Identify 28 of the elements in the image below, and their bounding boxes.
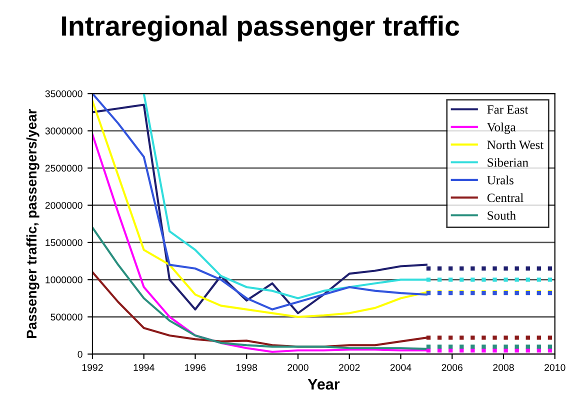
x-tick-label: 2010 (544, 364, 566, 371)
y-tick-label: 0 (78, 350, 82, 358)
legend-label: Central (487, 193, 524, 202)
x-tick-label: 2008 (493, 364, 514, 371)
y-tick-label: 2500000 (45, 164, 82, 172)
y-tick-label: 500000 (50, 314, 82, 320)
x-tick-label: 2000 (288, 364, 308, 371)
x-tick-label: 1994 (134, 364, 154, 371)
y-tick-label: 3000000 (45, 128, 82, 134)
y-tick-label: 3500000 (45, 90, 82, 98)
x-tick-label: 2004 (390, 364, 412, 371)
legend-label: Volga (487, 122, 516, 134)
y-axis-title: Passenger traffic, passengers/year (26, 109, 40, 338)
y-tick-label: 1000000 (46, 276, 82, 284)
x-axis-title: Year (308, 378, 340, 390)
x-tick-label: 1992 (82, 364, 103, 371)
legend-label: North West (487, 140, 544, 150)
x-tick-label: 2002 (339, 364, 360, 371)
legend-label: Far East (487, 105, 528, 114)
legend-label: Urals (487, 176, 514, 184)
chart-title: Intraregional passenger traffic (62, 15, 460, 42)
x-tick-label: 1996 (185, 364, 206, 371)
x-tick-label: 2006 (442, 364, 463, 371)
legend-label: Siberian (488, 158, 528, 167)
y-tick-label: 1500000 (46, 239, 82, 246)
x-tick-label: 1998 (236, 364, 258, 371)
legend-label: South (488, 210, 516, 220)
y-tick-label: 2000000 (45, 202, 82, 209)
